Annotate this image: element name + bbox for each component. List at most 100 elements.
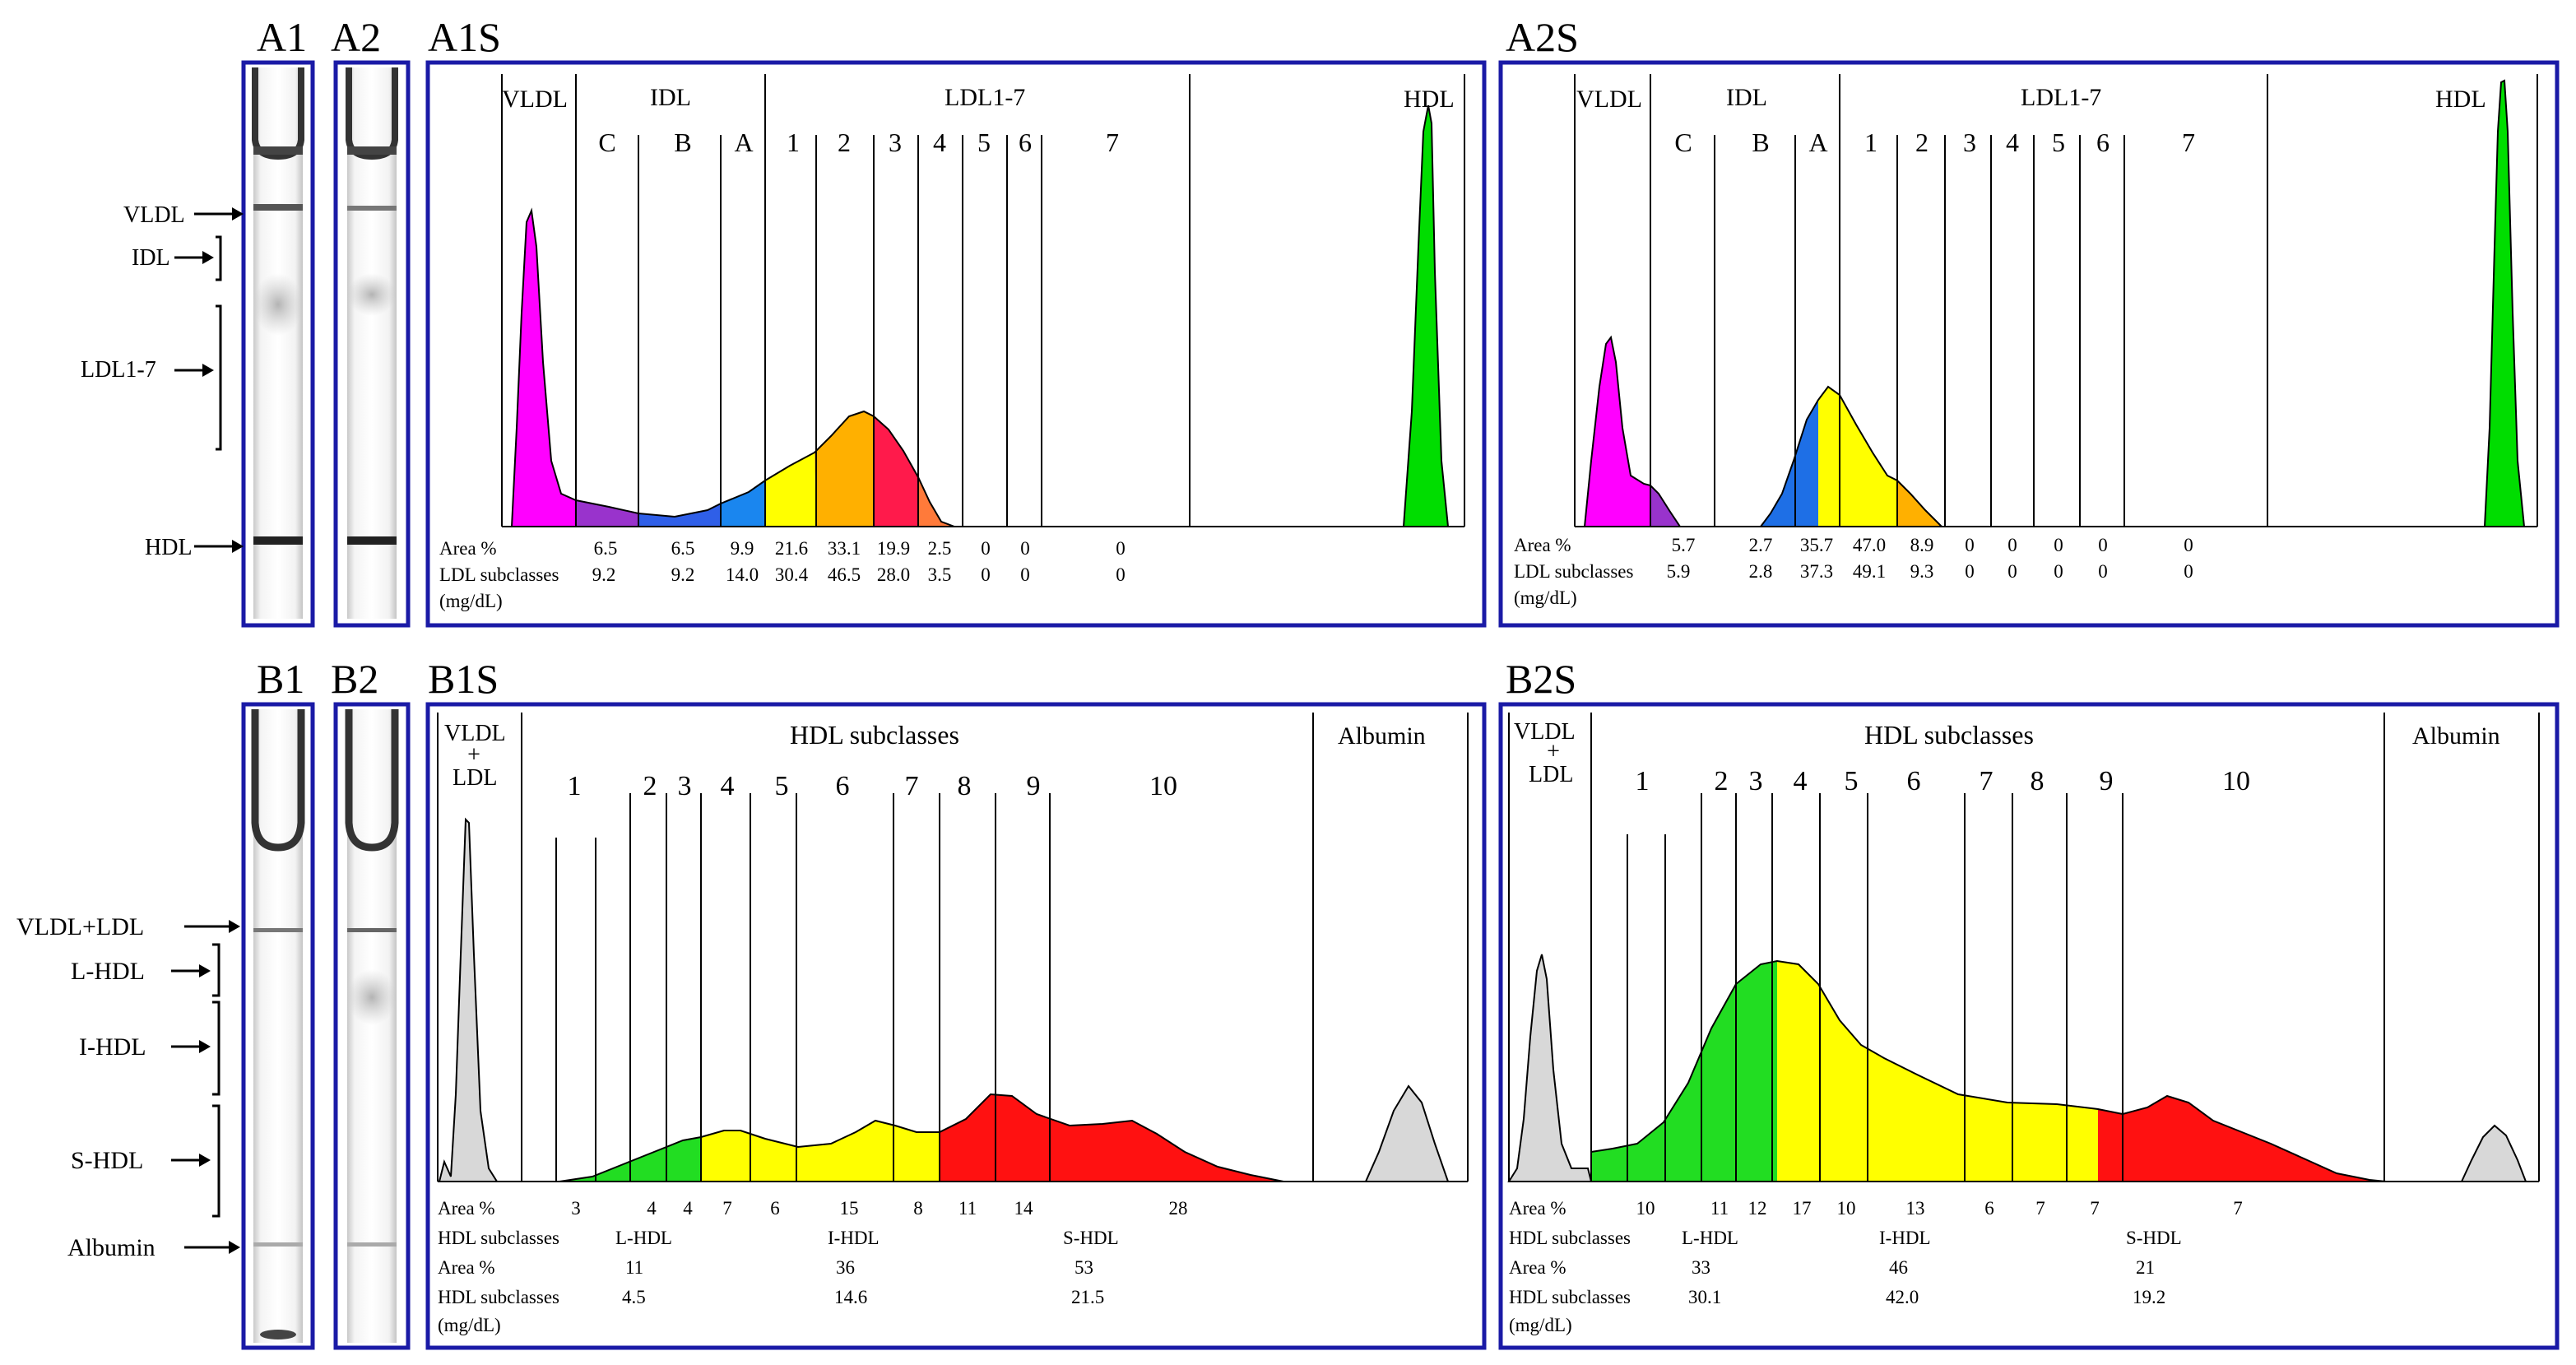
a2s-h-idl: IDL (1726, 84, 1767, 111)
b1s-h-vldl: VLDL (444, 721, 506, 746)
a1s-h-vldl: VLDL (502, 86, 568, 113)
a2s-vldl-peak (1585, 337, 1650, 527)
svg-text:L-HDL: L-HDL (1682, 1228, 1738, 1248)
svg-text:S-HDL: S-HDL (2126, 1228, 2182, 1248)
svg-text:A: A (1808, 128, 1827, 157)
svg-text:6.5: 6.5 (671, 538, 695, 559)
b2s-ihdl (1777, 961, 2098, 1182)
a1s-ldl1 (765, 453, 816, 527)
svg-text:13: 13 (1906, 1198, 1925, 1219)
svg-text:21.6: 21.6 (775, 538, 808, 559)
svg-text:6: 6 (836, 771, 850, 801)
svg-text:4: 4 (721, 771, 735, 801)
svg-text:0: 0 (1965, 561, 1975, 582)
svg-text:2.5: 2.5 (928, 538, 952, 559)
svg-text:19.2: 19.2 (2133, 1287, 2165, 1307)
svg-text:5: 5 (2052, 128, 2065, 157)
svg-text:Area %: Area % (438, 1257, 495, 1278)
a2s-area-row: 5.7 2.7 35.7 47.0 8.9 0 0 0 0 0 (1672, 535, 2193, 555)
svg-text:0: 0 (981, 538, 991, 559)
a1s-ldl4 (918, 477, 954, 527)
label-b2: B2 (331, 656, 378, 702)
svg-text:5: 5 (977, 128, 991, 157)
svg-text:47.0: 47.0 (1853, 535, 1886, 555)
svg-text:8: 8 (958, 771, 972, 801)
svg-text:L-HDL: L-HDL (71, 958, 145, 985)
svg-text:3: 3 (1749, 766, 1763, 796)
svg-text:8: 8 (2031, 766, 2045, 796)
svg-text:9: 9 (1027, 771, 1041, 801)
svg-text:19.9: 19.9 (877, 538, 910, 559)
svg-text:7: 7 (905, 771, 919, 801)
svg-text:53: 53 (1074, 1257, 1093, 1278)
svg-text:4: 4 (933, 128, 946, 157)
svg-text:5: 5 (1845, 766, 1859, 796)
a2s-ldl1 (1818, 387, 1897, 527)
svg-text:30.4: 30.4 (775, 564, 809, 585)
svg-text:B: B (1752, 128, 1769, 157)
svg-text:4: 4 (1794, 766, 1808, 796)
svg-text:35.7: 35.7 (1800, 535, 1833, 555)
svg-text:6: 6 (1907, 766, 1921, 796)
svg-text:46: 46 (1889, 1257, 1908, 1278)
svg-text:7: 7 (2035, 1198, 2045, 1219)
svg-text:9.9: 9.9 (731, 538, 754, 559)
svg-text:46.5: 46.5 (828, 564, 861, 585)
svg-text:28: 28 (1169, 1198, 1188, 1219)
svg-text:33: 33 (1692, 1257, 1710, 1278)
b1s-shdl (940, 1094, 1283, 1182)
b1s-albumin-peak (1364, 1084, 1450, 1182)
svg-text:1: 1 (787, 128, 800, 157)
svg-text:37.3: 37.3 (1800, 561, 1833, 582)
svg-text:36: 36 (836, 1257, 855, 1278)
svg-text:7: 7 (1106, 128, 1119, 157)
svg-text:2: 2 (643, 771, 657, 801)
a1s-area-row: 6.5 6.5 9.9 21.6 33.1 19.9 2.5 0 0 0 (594, 538, 1126, 559)
svg-text:0: 0 (2098, 561, 2108, 582)
b1s-lhdl (522, 1137, 701, 1182)
b2s-shdl (2098, 1096, 2386, 1182)
label-a1: A1 (257, 14, 307, 60)
svg-text:2: 2 (1715, 766, 1729, 796)
b2s-vldl-ldl-peak (1507, 954, 1593, 1182)
label-b2s: B2S (1506, 656, 1576, 702)
svg-text:I-HDL: I-HDL (828, 1228, 880, 1248)
svg-text:S-HDL: S-HDL (71, 1147, 143, 1174)
b1s-vldl-ldl-peak (438, 817, 499, 1182)
svg-text:2.8: 2.8 (1749, 561, 1773, 582)
svg-text:A: A (734, 128, 753, 157)
svg-text:42.0: 42.0 (1886, 1287, 1919, 1307)
svg-text:6: 6 (1019, 128, 1032, 157)
svg-text:8: 8 (913, 1198, 923, 1219)
svg-text:C: C (1674, 128, 1692, 157)
svg-text:0: 0 (1965, 535, 1975, 555)
scan-a1s: VLDL IDL LDL1-7 HDL C B A 1 2 3 4 5 6 7 … (425, 60, 1487, 628)
svg-text:3: 3 (1963, 128, 1976, 157)
svg-text:9.2: 9.2 (671, 564, 695, 585)
svg-text:3: 3 (889, 128, 902, 157)
svg-text:2: 2 (1915, 128, 1929, 157)
svg-text:10: 10 (1149, 771, 1177, 801)
svg-text:VLDL+LDL: VLDL+LDL (16, 913, 144, 940)
svg-text:0: 0 (2098, 535, 2108, 555)
svg-text:0: 0 (981, 564, 991, 585)
svg-text:1: 1 (1636, 766, 1650, 796)
svg-text:HDL: HDL (145, 535, 193, 560)
b1s-ihdl (701, 1121, 940, 1182)
svg-text:LDL1-7: LDL1-7 (81, 357, 156, 383)
gel-b-annotations: VLDL+LDL L-HDL I-HDL S-HDL Albumin (16, 913, 240, 1261)
svg-text:7: 7 (2182, 128, 2195, 157)
svg-text:I-HDL: I-HDL (1879, 1228, 1931, 1248)
svg-text:4: 4 (2006, 128, 2019, 157)
svg-text:7: 7 (2090, 1198, 2100, 1219)
svg-text:6: 6 (1984, 1198, 1994, 1219)
b1s-h-albumin: Albumin (1338, 722, 1426, 750)
scan-a2s: VLDL IDL LDL1-7 HDL C B A 1 2 3 4 5 6 7 … (1498, 60, 2560, 628)
svg-text:Area %: Area % (438, 1198, 495, 1219)
svg-text:0: 0 (1116, 538, 1126, 559)
a1s-ldl2 (815, 411, 874, 527)
svg-text:12: 12 (1748, 1198, 1767, 1219)
svg-text:4.5: 4.5 (622, 1287, 646, 1307)
svg-text:2.7: 2.7 (1749, 535, 1773, 555)
